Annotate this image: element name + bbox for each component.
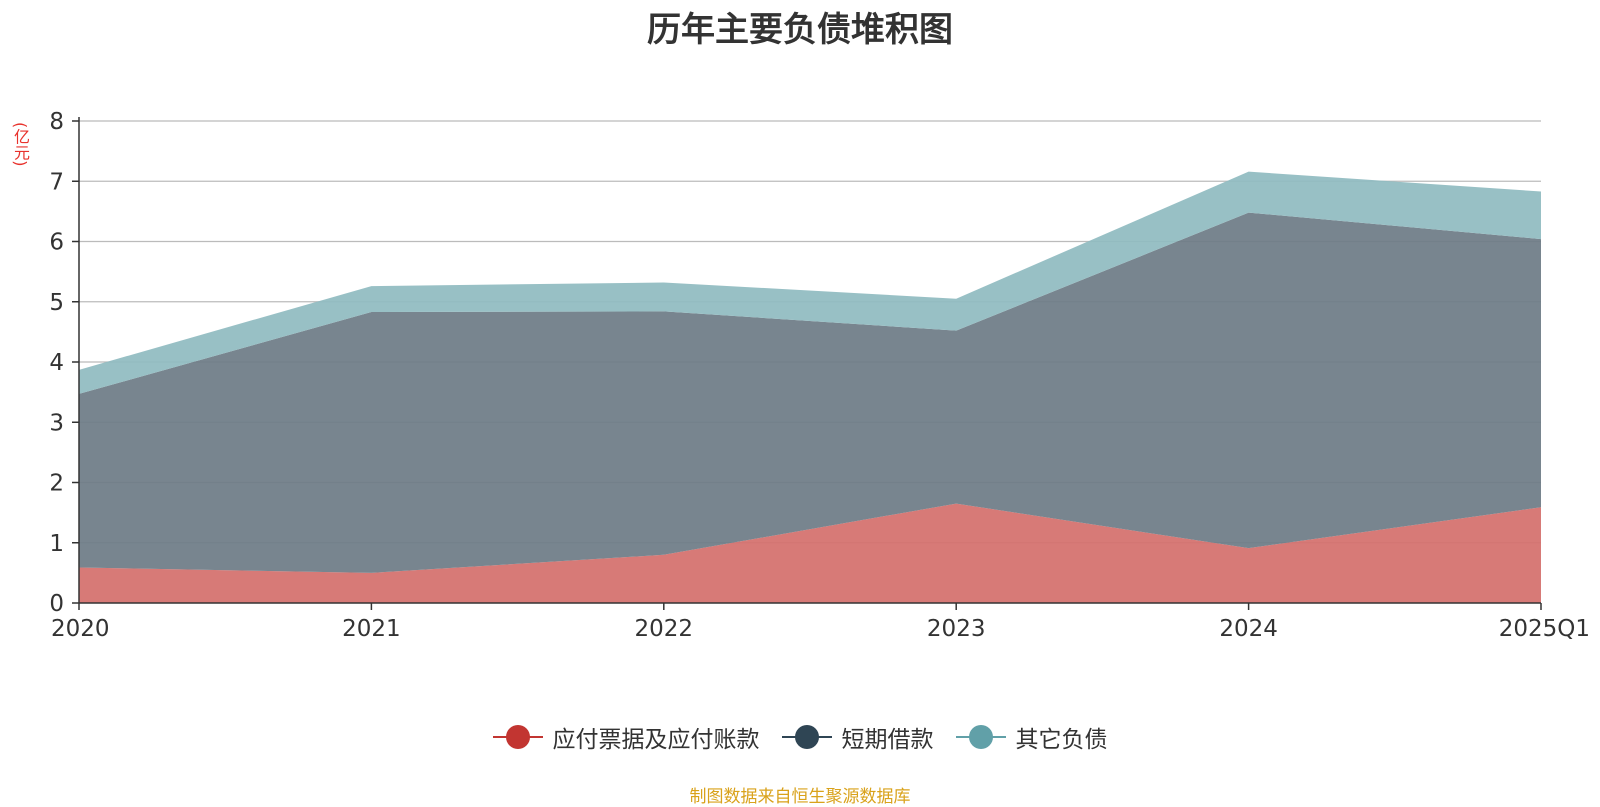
x-tick-label: 2020 (51, 616, 110, 642)
source-note: 制图数据来自恒生聚源数据库 (689, 787, 911, 807)
legend-label: 应付票据及应付账款 (552, 727, 760, 753)
y-tick-label: 1 (49, 531, 64, 557)
legend-item-1[interactable]: 应付票据及应付账款 (492, 720, 760, 754)
y-tick-label: 2 (49, 471, 64, 497)
area-series-1 (79, 503, 1541, 603)
area-series-2 (79, 212, 1541, 573)
legend: 应付票据及应付账款 短期借款 其它负债 (0, 720, 1600, 754)
y-tick-label: 4 (49, 350, 64, 376)
x-tick-label: 2024 (1219, 616, 1278, 642)
legend-marker-icon (955, 724, 1006, 750)
legend-label: 其它负债 (1015, 727, 1108, 753)
legend-item-2[interactable]: 短期借款 (781, 720, 934, 754)
y-tick-label: 6 (49, 230, 64, 256)
chart-title: 历年主要负债堆积图 (647, 10, 953, 50)
legend-marker-icon (781, 724, 832, 750)
y-axis-unit-label: (亿元) (11, 122, 30, 167)
area-series (79, 171, 1541, 603)
y-tick-label: 3 (49, 410, 64, 436)
axes (72, 117, 1542, 610)
y-tick-label: 8 (49, 109, 64, 135)
x-tick-label: 2025Q1 (1499, 616, 1590, 642)
legend-label: 短期借款 (841, 727, 934, 753)
area-series-3 (79, 171, 1541, 394)
x-tick-labels: 2020 2021 2022 2023 2024 2025Q1 (51, 616, 1590, 642)
x-tick-label: 2023 (927, 616, 986, 642)
legend-item-3[interactable]: 其它负债 (955, 720, 1108, 754)
y-tick-label: 0 (49, 591, 64, 617)
x-tick-label: 2022 (635, 616, 694, 642)
y-tick-labels: 0 1 2 3 4 5 6 7 8 (49, 109, 64, 617)
y-tick-label: 5 (49, 290, 64, 316)
legend-marker-icon (492, 724, 543, 750)
x-tick-label: 2021 (342, 616, 401, 642)
y-tick-label: 7 (49, 169, 64, 195)
